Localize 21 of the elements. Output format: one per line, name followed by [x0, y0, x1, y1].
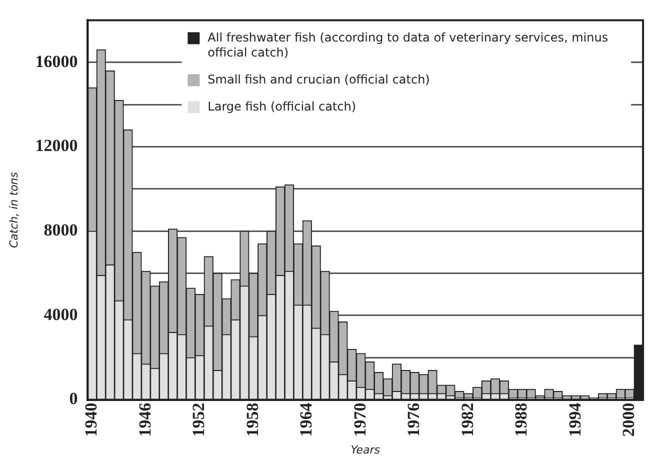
y-tick-label: 4000	[44, 304, 78, 324]
x-tick-label: 1970	[350, 402, 370, 437]
x-tick-label: 1958	[242, 402, 262, 437]
x-tick-label: 1964	[296, 402, 316, 437]
x-tick-label: 1988	[512, 402, 531, 437]
x-tick-label: 1994	[565, 402, 584, 437]
y-tick-label: 16000	[35, 52, 78, 71]
legend-label: Large fish (official catch)	[208, 99, 356, 114]
y-axis-title: Catch, in tons	[7, 172, 20, 248]
legend-label: Small fish and crucian (official catch)	[208, 72, 430, 86]
y-tick-label: 12000	[35, 136, 78, 156]
legend-label: All freshwater fish (according to data of veterinary services, minus official catch)	[208, 30, 608, 60]
x-axis-title: Years	[350, 443, 380, 456]
x-tick-label: 1946	[135, 402, 154, 437]
y-tick-label: 0	[69, 389, 78, 408]
x-tick-label: 1982	[458, 402, 477, 437]
x-tick-label: 1940	[82, 402, 101, 437]
x-tick-label: 1952	[189, 402, 208, 437]
x-tick-label: 2000	[619, 402, 638, 437]
x-tick-label: 1976	[404, 402, 424, 437]
y-tick-label: 8000	[44, 220, 78, 240]
